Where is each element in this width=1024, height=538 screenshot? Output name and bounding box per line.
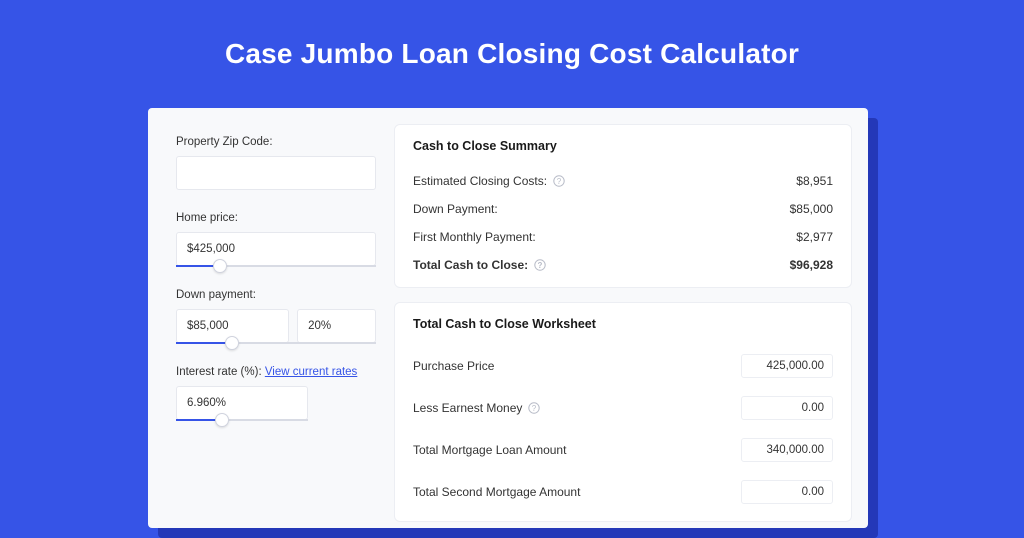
worksheet-title: Total Cash to Close Worksheet <box>413 317 833 331</box>
help-icon[interactable]: ? <box>534 259 546 271</box>
worksheet-row: Total Mortgage Loan Amount 340,000.00 <box>413 429 833 471</box>
summary-row: Estimated Closing Costs:? $8,951 <box>413 167 833 195</box>
worksheet-row-value: 0.00 <box>741 480 833 504</box>
home-price-field-group: Home price: <box>176 212 376 267</box>
calculator-card: Property Zip Code: Home price: Down paym… <box>148 108 868 528</box>
interest-slider-thumb[interactable] <box>215 413 229 427</box>
interest-label: Interest rate (%): View current rates <box>176 366 376 378</box>
svg-text:?: ? <box>557 177 562 186</box>
svg-text:?: ? <box>532 404 537 413</box>
interest-input[interactable] <box>176 386 308 420</box>
home-price-input[interactable] <box>176 232 376 266</box>
summary-row: Total Cash to Close:? $96,928 <box>413 251 833 279</box>
svg-text:?: ? <box>538 261 543 270</box>
summary-panel: Cash to Close Summary Estimated Closing … <box>394 124 852 288</box>
worksheet-panel: Total Cash to Close Worksheet Purchase P… <box>394 302 852 522</box>
down-payment-field-group: Down payment: <box>176 289 376 344</box>
home-price-label: Home price: <box>176 212 376 224</box>
down-payment-pct-input[interactable] <box>297 309 376 343</box>
view-rates-link[interactable]: View current rates <box>265 366 357 378</box>
zip-input[interactable] <box>176 156 376 190</box>
summary-row-label: First Monthly Payment: <box>413 230 536 244</box>
worksheet-row: Purchase Price 425,000.00 <box>413 345 833 387</box>
worksheet-row-label: Total Mortgage Loan Amount <box>413 443 566 457</box>
summary-title: Cash to Close Summary <box>413 139 833 153</box>
interest-field-group: Interest rate (%): View current rates <box>176 366 376 421</box>
summary-row: First Monthly Payment: $2,977 <box>413 223 833 251</box>
worksheet-row: Less Earnest Money? 0.00 <box>413 387 833 429</box>
summary-row-label: Total Cash to Close:? <box>413 258 546 272</box>
zip-field-group: Property Zip Code: <box>176 136 376 190</box>
interest-label-prefix: Interest rate (%): <box>176 366 265 378</box>
worksheet-row-label: Total Second Mortgage Amount <box>413 485 580 499</box>
summary-row-value: $96,928 <box>790 258 833 272</box>
worksheet-row-value: 340,000.00 <box>741 438 833 462</box>
home-price-slider-thumb[interactable] <box>213 259 227 273</box>
inputs-column: Property Zip Code: Home price: Down paym… <box>148 108 394 528</box>
worksheet-row-value: 0.00 <box>741 396 833 420</box>
summary-row-label: Estimated Closing Costs:? <box>413 174 565 188</box>
summary-row: Down Payment: $85,000 <box>413 195 833 223</box>
page-title: Case Jumbo Loan Closing Cost Calculator <box>0 0 1024 70</box>
worksheet-row-label: Less Earnest Money? <box>413 401 540 415</box>
zip-label: Property Zip Code: <box>176 136 376 148</box>
down-payment-slider[interactable] <box>176 342 376 344</box>
results-column: Cash to Close Summary Estimated Closing … <box>394 108 868 528</box>
worksheet-row: Total Second Mortgage Amount 0.00 <box>413 471 833 513</box>
down-payment-slider-fill <box>176 342 232 344</box>
summary-row-label: Down Payment: <box>413 202 498 216</box>
home-price-slider[interactable] <box>176 265 376 267</box>
interest-slider[interactable] <box>176 419 308 421</box>
summary-row-value: $8,951 <box>796 174 833 188</box>
help-icon[interactable]: ? <box>553 175 565 187</box>
help-icon[interactable]: ? <box>528 402 540 414</box>
down-payment-label: Down payment: <box>176 289 376 301</box>
worksheet-row-label: Purchase Price <box>413 359 494 373</box>
summary-row-value: $2,977 <box>796 230 833 244</box>
worksheet-row-value: 425,000.00 <box>741 354 833 378</box>
summary-row-value: $85,000 <box>790 202 833 216</box>
down-payment-slider-thumb[interactable] <box>225 336 239 350</box>
